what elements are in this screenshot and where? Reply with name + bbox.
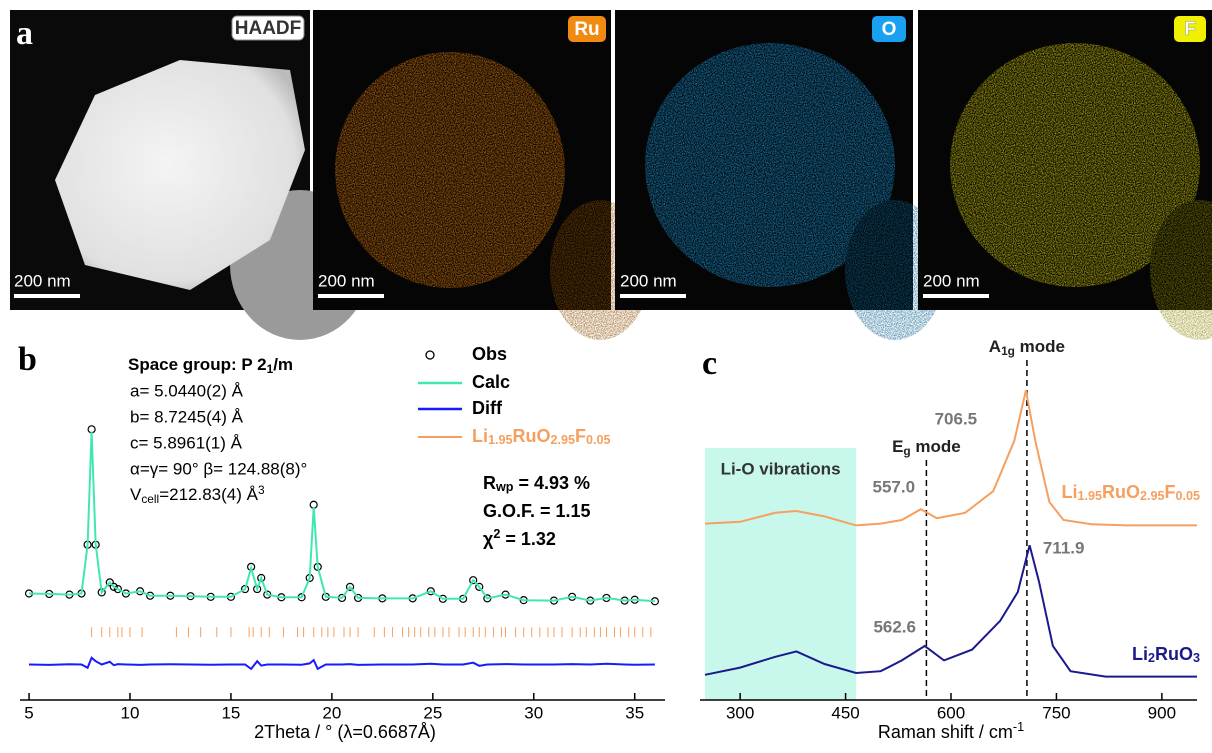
series-label-part: Li: [1132, 644, 1148, 664]
page: {"panel_a": {"label": "a", "images": [ {…: [0, 0, 1212, 753]
series-label-part: 0.05: [1175, 489, 1200, 503]
image-tag: HAADF: [235, 18, 302, 39]
scale-bar: [620, 294, 686, 298]
panel-label: a: [16, 15, 33, 52]
legend-label: Diff: [472, 398, 503, 418]
peak-label: 711.9: [1043, 538, 1085, 557]
series-line: [29, 658, 655, 669]
image-tag: F: [1184, 19, 1196, 40]
x-axis-label: Raman shift / cm-1: [878, 720, 1024, 742]
scale-label: 200 nm: [318, 271, 375, 290]
lattice-text: Space group: P 21/m: [128, 355, 293, 375]
fit-stat: χ2 = 1.32: [483, 527, 556, 549]
image-tag: Ru: [574, 19, 599, 40]
fit-stat: G.O.F. = 1.15: [483, 501, 591, 521]
legend-label-part: 2.95: [551, 433, 576, 447]
mode-label-part: mode: [911, 437, 961, 456]
mode-label-part: A: [989, 337, 1001, 356]
x-axis-label-part: Raman shift / cm: [878, 722, 1013, 742]
x-tick-label: 30: [524, 703, 543, 722]
figure: a HAADF Ru O F 200 nm 200 nm 200 nm 200 …: [0, 0, 1212, 753]
charts: b 5 10 15 20 25 30 35 2Theta / ° (λ=0.6687Å) Obs C…: [18, 337, 1200, 741]
mode-label-part: g: [903, 444, 910, 458]
panel-label: c: [702, 345, 717, 382]
x-tick-label: 10: [121, 703, 140, 722]
x-tick-label: 5: [24, 703, 33, 722]
lattice-text-part: Space group: P 2: [128, 355, 267, 374]
series-label: Li2RuO3: [1132, 644, 1200, 665]
series-label-part: RuO: [1155, 644, 1193, 664]
legend-label: Obs: [472, 344, 507, 364]
shaded-region: [705, 448, 856, 700]
fit-stat-part: wp: [495, 480, 514, 494]
series-label: Li1.95RuO2.95F0.05: [1061, 482, 1200, 503]
lattice-text: Vcell=212.83(4) Å3: [130, 483, 265, 505]
scale-label: 200 nm: [14, 271, 71, 290]
image-tag: O: [882, 19, 897, 40]
fit-stat-part: = 4.93 %: [514, 473, 591, 493]
series-label-part: 1.95: [1077, 489, 1102, 503]
scale-label: 200 nm: [923, 271, 980, 290]
scale-bar: [14, 294, 80, 298]
mode-label-part: E: [892, 437, 903, 456]
x-tick-label: 300: [726, 703, 754, 722]
series-label-part: Li: [1061, 482, 1077, 502]
legend-label-part: F: [575, 426, 586, 446]
peak-label: 706.5: [935, 409, 978, 428]
fit-stat-part: χ: [483, 529, 494, 549]
lattice-text: c= 5.8961(1) Å: [130, 433, 243, 452]
legend-marker: [426, 351, 434, 359]
mode-label-part: mode: [1015, 337, 1065, 356]
series-label-part: F: [1164, 482, 1175, 502]
lattice-text-part: /m: [273, 355, 293, 374]
fit-stat: Rwp = 4.93 %: [483, 473, 590, 494]
x-tick-label: 20: [322, 703, 341, 722]
panel-label: b: [18, 341, 37, 378]
mode-label: Eg mode: [892, 437, 961, 457]
scale-bar: [923, 294, 989, 298]
lattice-text-part: =212.83(4) Å: [159, 485, 258, 504]
series-label-part: 2: [1148, 651, 1155, 665]
legend-label-part: RuO: [513, 426, 551, 446]
mode-label-part: 1g: [1001, 344, 1015, 358]
lattice-text-part: V: [130, 485, 142, 504]
scale-label: 200 nm: [620, 271, 677, 290]
lattice-text: a= 5.0440(2) Å: [130, 381, 244, 400]
lattice-text: α=γ= 90° β= 124.88(8)°: [130, 459, 307, 478]
fit-stat-part: R: [483, 473, 496, 493]
x-tick-label: 35: [625, 703, 644, 722]
x-tick-label: 450: [831, 703, 859, 722]
x-tick-label: 600: [937, 703, 965, 722]
lattice-text-part: 3: [258, 483, 265, 497]
legend-label-part: 1.95: [488, 433, 513, 447]
x-tick-label: 25: [423, 703, 442, 722]
legend-label-part: 0.05: [586, 433, 611, 447]
lattice-text: b= 8.7245(4) Å: [130, 407, 244, 426]
x-tick-label: 750: [1042, 703, 1070, 722]
x-axis-label: 2Theta / ° (λ=0.6687Å): [254, 722, 436, 742]
series-label-part: 2.95: [1140, 489, 1165, 503]
legend-label: Li1.95RuO2.95F0.05: [472, 426, 611, 447]
x-tick-label: 15: [221, 703, 240, 722]
peak-label: 557.0: [873, 477, 916, 496]
legend-label-part: Li: [472, 426, 488, 446]
mode-label: A1g mode: [989, 337, 1065, 357]
x-axis-label-part: -1: [1013, 720, 1024, 734]
legend-label: Calc: [472, 372, 510, 392]
fit-stat-part: 2: [493, 527, 500, 541]
fit-stat-part: = 1.32: [500, 529, 556, 549]
x-tick-label: 900: [1148, 703, 1176, 722]
series-label-part: 3: [1193, 651, 1200, 665]
lattice-text-part: cell: [141, 492, 159, 506]
scale-bar: [318, 294, 384, 298]
panel-a: a HAADF Ru O F 200 nm 200 nm 200 nm 200 …: [10, 10, 1212, 340]
peak-label: 562.6: [873, 617, 916, 636]
region-label: Li-O vibrations: [721, 459, 841, 478]
series-label-part: RuO: [1102, 482, 1140, 502]
